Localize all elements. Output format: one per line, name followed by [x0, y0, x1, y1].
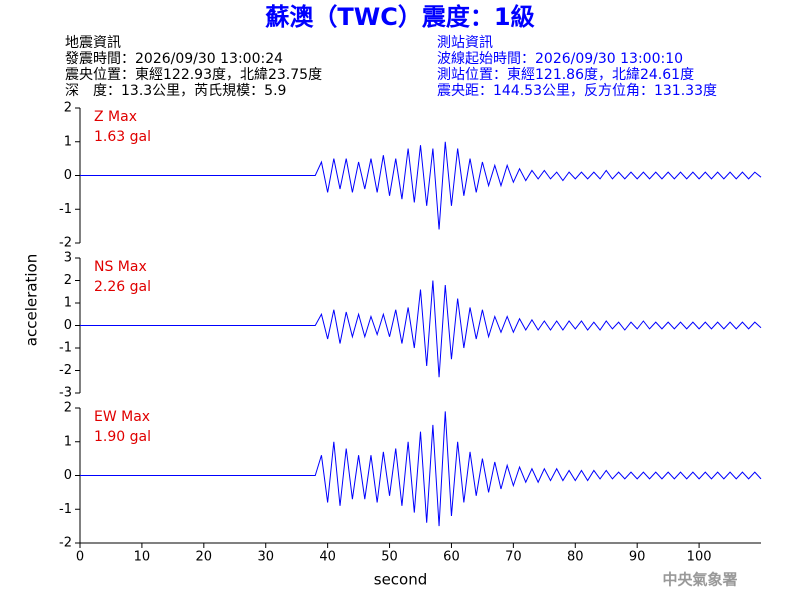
x-tick-label: 90 — [629, 550, 646, 565]
y-axis-label: acceleration — [23, 254, 41, 346]
event-info: 地震資訊 — [65, 35, 121, 51]
y-tick-label: 2 — [64, 273, 72, 288]
y-tick-label: 3 — [64, 251, 72, 266]
annotation: Z Max — [94, 109, 137, 125]
x-tick-label: 10 — [134, 550, 151, 565]
y-tick-label: -1 — [59, 341, 72, 356]
y-tick-label: 1 — [64, 134, 72, 149]
x-tick-label: 0 — [76, 550, 84, 565]
annotation: 1.90 gal — [94, 429, 151, 445]
annotation: EW Max — [94, 409, 150, 425]
x-tick-label: 40 — [319, 550, 336, 565]
event-info: 深 度：13.3公里，芮氏規模：5.9 — [65, 82, 286, 99]
y-tick-label: 1 — [64, 296, 72, 311]
x-tick-label: 100 — [687, 550, 712, 565]
station-info: 震央距：144.53公里，反方位角：131.33度 — [437, 83, 717, 99]
y-tick-label: -3 — [59, 386, 72, 401]
x-tick-label: 80 — [567, 550, 584, 565]
event-info: 震央位置：東經122.93度，北緯23.75度 — [65, 67, 322, 83]
y-tick-label: -2 — [59, 236, 72, 251]
y-tick-label: 0 — [64, 168, 72, 183]
x-tick-label: 50 — [381, 550, 398, 565]
y-tick-label: 1 — [64, 434, 72, 449]
y-tick-label: -1 — [59, 202, 72, 217]
station-info: 測站位置：東經121.86度，北緯24.61度 — [437, 67, 694, 83]
waveform — [80, 280, 762, 378]
waveform — [80, 411, 762, 527]
footer: 中央氣象署 — [662, 571, 737, 589]
waveform — [80, 141, 762, 230]
annotation: 2.26 gal — [94, 279, 151, 295]
x-tick-label: 30 — [257, 550, 274, 565]
station-info: 波線起始時間：2026/09/30 13:00:10 — [437, 51, 683, 67]
y-tick-label: 2 — [64, 401, 72, 416]
y-tick-label: 2 — [64, 101, 72, 116]
page-title: 蘇澳（TWC）震度：1級 — [265, 3, 534, 31]
y-tick-label: 0 — [64, 318, 72, 333]
x-tick-label: 60 — [443, 550, 460, 565]
station-info: 測站資訊 — [437, 35, 493, 51]
event-info: 發震時間：2026/09/30 13:00:24 — [65, 51, 283, 67]
annotation: NS Max — [94, 259, 147, 275]
annotation: 1.63 gal — [94, 129, 151, 145]
y-tick-label: -1 — [59, 502, 72, 517]
y-tick-label: -2 — [59, 363, 72, 378]
y-tick-label: -2 — [59, 536, 72, 551]
y-tick-label: 0 — [64, 468, 72, 483]
x-tick-label: 70 — [505, 550, 522, 565]
x-axis-label: second — [374, 571, 428, 589]
x-tick-label: 20 — [196, 550, 213, 565]
